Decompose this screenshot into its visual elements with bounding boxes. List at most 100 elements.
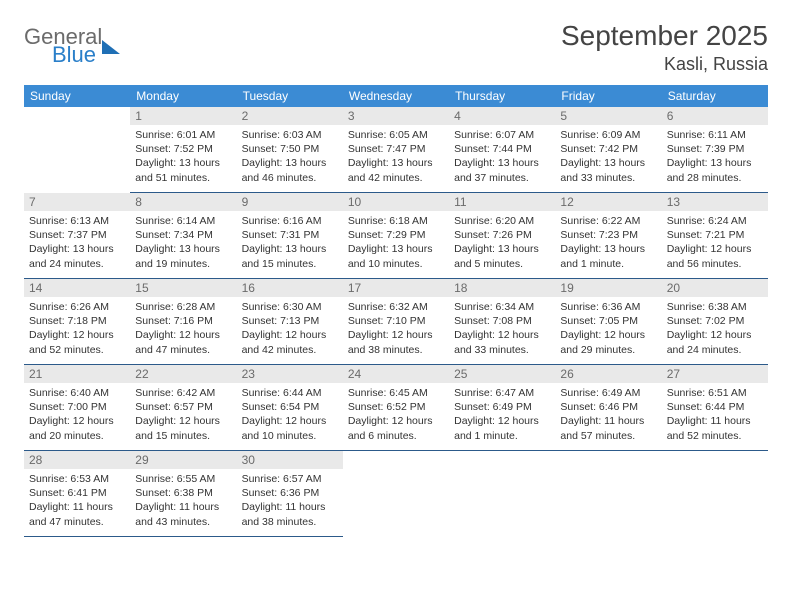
day-number: 30 bbox=[237, 451, 343, 469]
daylight-line: Daylight: 11 hours and 47 minutes. bbox=[29, 500, 125, 528]
sunrise-line: Sunrise: 6:32 AM bbox=[348, 300, 444, 314]
daylight-line: Daylight: 12 hours and 29 minutes. bbox=[560, 328, 656, 356]
weekday-header-row: Sunday Monday Tuesday Wednesday Thursday… bbox=[24, 85, 768, 107]
sunset-line: Sunset: 7:31 PM bbox=[242, 228, 338, 242]
daylight-line: Daylight: 12 hours and 20 minutes. bbox=[29, 414, 125, 442]
sunset-line: Sunset: 7:26 PM bbox=[454, 228, 550, 242]
day-number: 13 bbox=[662, 193, 768, 211]
calendar-row: 28Sunrise: 6:53 AMSunset: 6:41 PMDayligh… bbox=[24, 451, 768, 537]
sunrise-line: Sunrise: 6:24 AM bbox=[667, 214, 763, 228]
daylight-line: Daylight: 12 hours and 42 minutes. bbox=[242, 328, 338, 356]
day-number: 17 bbox=[343, 279, 449, 297]
daylight-line: Daylight: 13 hours and 15 minutes. bbox=[242, 242, 338, 270]
sunrise-line: Sunrise: 6:11 AM bbox=[667, 128, 763, 142]
day-details: Sunrise: 6:22 AMSunset: 7:23 PMDaylight:… bbox=[555, 211, 661, 274]
day-details: Sunrise: 6:32 AMSunset: 7:10 PMDaylight:… bbox=[343, 297, 449, 360]
weekday-header: Friday bbox=[555, 85, 661, 107]
calendar-cell: 4Sunrise: 6:07 AMSunset: 7:44 PMDaylight… bbox=[449, 107, 555, 193]
calendar-cell bbox=[343, 451, 449, 537]
day-details: Sunrise: 6:26 AMSunset: 7:18 PMDaylight:… bbox=[24, 297, 130, 360]
daylight-line: Daylight: 13 hours and 42 minutes. bbox=[348, 156, 444, 184]
sunset-line: Sunset: 7:10 PM bbox=[348, 314, 444, 328]
day-details: Sunrise: 6:11 AMSunset: 7:39 PMDaylight:… bbox=[662, 125, 768, 188]
calendar-cell: 15Sunrise: 6:28 AMSunset: 7:16 PMDayligh… bbox=[130, 279, 236, 365]
day-details: Sunrise: 6:13 AMSunset: 7:37 PMDaylight:… bbox=[24, 211, 130, 274]
daylight-line: Daylight: 11 hours and 57 minutes. bbox=[560, 414, 656, 442]
calendar-cell: 25Sunrise: 6:47 AMSunset: 6:49 PMDayligh… bbox=[449, 365, 555, 451]
sunset-line: Sunset: 7:37 PM bbox=[29, 228, 125, 242]
day-details: Sunrise: 6:42 AMSunset: 6:57 PMDaylight:… bbox=[130, 383, 236, 446]
sunrise-line: Sunrise: 6:49 AM bbox=[560, 386, 656, 400]
day-number: 19 bbox=[555, 279, 661, 297]
day-details: Sunrise: 6:40 AMSunset: 7:00 PMDaylight:… bbox=[24, 383, 130, 446]
day-details: Sunrise: 6:16 AMSunset: 7:31 PMDaylight:… bbox=[237, 211, 343, 274]
sunrise-line: Sunrise: 6:44 AM bbox=[242, 386, 338, 400]
day-number: 9 bbox=[237, 193, 343, 211]
sunrise-line: Sunrise: 6:36 AM bbox=[560, 300, 656, 314]
title-block: September 2025 Kasli, Russia bbox=[561, 20, 768, 75]
day-number: 5 bbox=[555, 107, 661, 125]
day-details: Sunrise: 6:05 AMSunset: 7:47 PMDaylight:… bbox=[343, 125, 449, 188]
day-number: 6 bbox=[662, 107, 768, 125]
sunset-line: Sunset: 6:36 PM bbox=[242, 486, 338, 500]
sunset-line: Sunset: 7:47 PM bbox=[348, 142, 444, 156]
day-details: Sunrise: 6:53 AMSunset: 6:41 PMDaylight:… bbox=[24, 469, 130, 532]
sunrise-line: Sunrise: 6:57 AM bbox=[242, 472, 338, 486]
calendar-cell: 9Sunrise: 6:16 AMSunset: 7:31 PMDaylight… bbox=[237, 193, 343, 279]
calendar-cell: 30 Sunrise: 6:57 AMSunset: 6:36 PMDayligh… bbox=[237, 451, 343, 537]
day-number: 21 bbox=[24, 365, 130, 383]
sunrise-line: Sunrise: 6:38 AM bbox=[667, 300, 763, 314]
daylight-line: Daylight: 13 hours and 33 minutes. bbox=[560, 156, 656, 184]
day-details: Sunrise: 6:49 AMSunset: 6:46 PMDaylight:… bbox=[555, 383, 661, 446]
daylight-line: Daylight: 13 hours and 5 minutes. bbox=[454, 242, 550, 270]
sunrise-line: Sunrise: 6:01 AM bbox=[135, 128, 231, 142]
day-number: 25 bbox=[449, 365, 555, 383]
calendar-row: 1Sunrise: 6:01 AMSunset: 7:52 PMDaylight… bbox=[24, 107, 768, 193]
sunset-line: Sunset: 6:57 PM bbox=[135, 400, 231, 414]
sunset-line: Sunset: 7:05 PM bbox=[560, 314, 656, 328]
sunrise-line: Sunrise: 6:18 AM bbox=[348, 214, 444, 228]
daylight-line: Daylight: 12 hours and 10 minutes. bbox=[242, 414, 338, 442]
calendar-cell: 5 Sunrise: 6:09 AMSunset: 7:42 PMDaylight… bbox=[555, 107, 661, 193]
sunrise-line: Sunrise: 6:20 AM bbox=[454, 214, 550, 228]
day-details: Sunrise: 6:18 AMSunset: 7:29 PMDaylight:… bbox=[343, 211, 449, 274]
day-number: 2 bbox=[237, 107, 343, 125]
day-number: 27 bbox=[662, 365, 768, 383]
sunset-line: Sunset: 7:21 PM bbox=[667, 228, 763, 242]
calendar-cell bbox=[24, 107, 130, 193]
calendar-cell: 11Sunrise: 6:20 AMSunset: 7:26 PMDayligh… bbox=[449, 193, 555, 279]
sunrise-line: Sunrise: 6:13 AM bbox=[29, 214, 125, 228]
calendar-cell: 3Sunrise: 6:05 AMSunset: 7:47 PMDaylight… bbox=[343, 107, 449, 193]
day-number: 8 bbox=[130, 193, 236, 211]
day-number: 12 bbox=[555, 193, 661, 211]
sunrise-line: Sunrise: 6:51 AM bbox=[667, 386, 763, 400]
sunrise-line: Sunrise: 6:55 AM bbox=[135, 472, 231, 486]
calendar-cell: 6Sunrise: 6:11 AMSunset: 7:39 PMDaylight… bbox=[662, 107, 768, 193]
calendar-cell: 28Sunrise: 6:53 AMSunset: 6:41 PMDayligh… bbox=[24, 451, 130, 537]
sunset-line: Sunset: 7:16 PM bbox=[135, 314, 231, 328]
calendar-cell: 22Sunrise: 6:42 AMSunset: 6:57 PMDayligh… bbox=[130, 365, 236, 451]
daylight-line: Daylight: 12 hours and 15 minutes. bbox=[135, 414, 231, 442]
brand-part2: Blue bbox=[52, 44, 102, 66]
daylight-line: Daylight: 13 hours and 37 minutes. bbox=[454, 156, 550, 184]
day-details: Sunrise: 6:07 AMSunset: 7:44 PMDaylight:… bbox=[449, 125, 555, 188]
sunrise-line: Sunrise: 6:34 AM bbox=[454, 300, 550, 314]
sunrise-line: Sunrise: 6:42 AM bbox=[135, 386, 231, 400]
sunset-line: Sunset: 7:23 PM bbox=[560, 228, 656, 242]
sunset-line: Sunset: 6:52 PM bbox=[348, 400, 444, 414]
day-number: 10 bbox=[343, 193, 449, 211]
calendar-cell: 16Sunrise: 6:30 AMSunset: 7:13 PMDayligh… bbox=[237, 279, 343, 365]
weekday-header: Saturday bbox=[662, 85, 768, 107]
day-details: Sunrise: 6:44 AMSunset: 6:54 PMDaylight:… bbox=[237, 383, 343, 446]
day-details: Sunrise: 6:14 AMSunset: 7:34 PMDaylight:… bbox=[130, 211, 236, 274]
day-details: Sunrise: 6:36 AMSunset: 7:05 PMDaylight:… bbox=[555, 297, 661, 360]
daylight-line: Daylight: 12 hours and 38 minutes. bbox=[348, 328, 444, 356]
daylight-line: Daylight: 12 hours and 56 minutes. bbox=[667, 242, 763, 270]
sunset-line: Sunset: 7:18 PM bbox=[29, 314, 125, 328]
day-number: 26 bbox=[555, 365, 661, 383]
sunset-line: Sunset: 7:42 PM bbox=[560, 142, 656, 156]
calendar-cell: 7Sunrise: 6:13 AMSunset: 7:37 PMDaylight… bbox=[24, 193, 130, 279]
day-details: Sunrise: 6:30 AMSunset: 7:13 PMDaylight:… bbox=[237, 297, 343, 360]
sunrise-line: Sunrise: 6:09 AM bbox=[560, 128, 656, 142]
daylight-line: Daylight: 11 hours and 38 minutes. bbox=[242, 500, 338, 528]
